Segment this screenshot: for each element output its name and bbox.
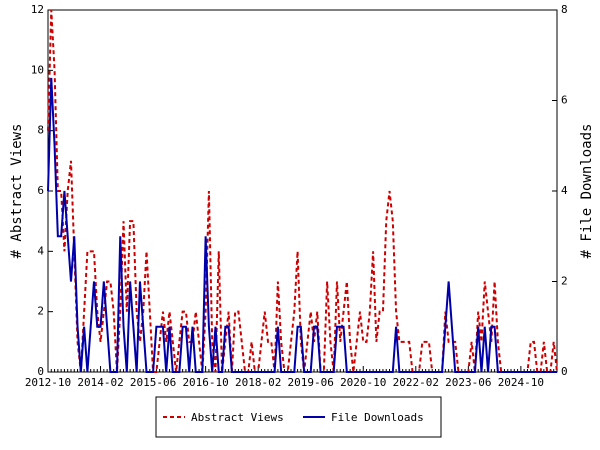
y-tick-label: 12 bbox=[31, 3, 44, 16]
y-tick-label: 0 bbox=[37, 365, 44, 378]
y-tick-label: 8 bbox=[37, 124, 44, 137]
x-tick-label: 2016-10 bbox=[182, 376, 228, 389]
x-tick-label: 2012-10 bbox=[25, 376, 71, 389]
x-tick-label: 2020-10 bbox=[340, 376, 386, 389]
x-tick-label: 2024-10 bbox=[498, 376, 544, 389]
x-tick-label: 2019-06 bbox=[288, 376, 334, 389]
y2-tick-label: 6 bbox=[561, 94, 568, 107]
x-tick-label: 2023-06 bbox=[445, 376, 491, 389]
y2-tick-label: 2 bbox=[561, 275, 568, 288]
x-tick-label: 2015-06 bbox=[130, 376, 176, 389]
legend-box bbox=[155, 396, 442, 438]
y-tick-label: 4 bbox=[37, 244, 44, 257]
y2-axis-title: # File Downloads bbox=[579, 124, 595, 259]
x-tick-label: 2018-02 bbox=[235, 376, 281, 389]
x-tick-label: 2014-02 bbox=[77, 376, 123, 389]
plot-frame bbox=[47, 9, 558, 373]
legend-label: Abstract Views bbox=[191, 411, 284, 424]
y2-tick-label: 0 bbox=[561, 365, 568, 378]
y-tick-label: 6 bbox=[37, 184, 44, 197]
y-axis-title: # Abstract Views bbox=[9, 124, 25, 259]
y-tick-label: 2 bbox=[37, 305, 44, 318]
legend-label: File Downloads bbox=[331, 411, 424, 424]
series-line bbox=[47, 77, 557, 373]
y2-tick-label: 4 bbox=[561, 184, 568, 197]
x-tick-label: 2022-02 bbox=[393, 376, 439, 389]
y-tick-label: 10 bbox=[31, 63, 44, 76]
y2-tick-label: 8 bbox=[561, 3, 568, 16]
